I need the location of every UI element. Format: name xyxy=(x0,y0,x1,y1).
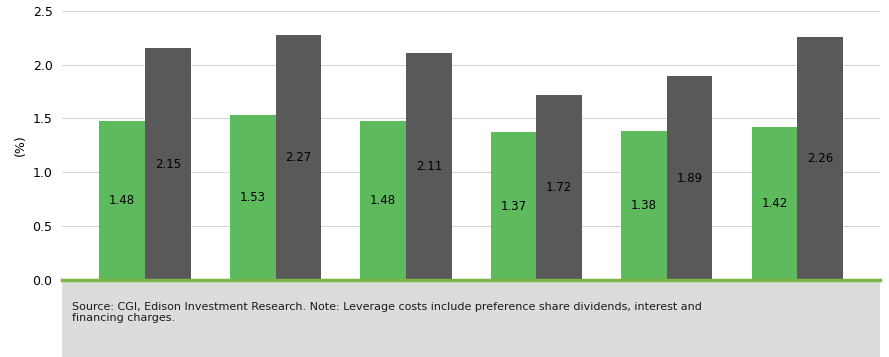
Bar xyxy=(536,95,582,280)
Bar xyxy=(667,76,712,280)
Bar xyxy=(100,121,145,280)
Bar xyxy=(406,53,452,280)
Bar xyxy=(621,131,667,280)
Text: 1.72: 1.72 xyxy=(546,181,573,194)
Text: 1.89: 1.89 xyxy=(677,172,702,185)
Text: 1.48: 1.48 xyxy=(370,194,396,207)
Bar xyxy=(145,49,191,280)
Y-axis label: (%): (%) xyxy=(14,135,27,156)
Bar xyxy=(276,35,321,280)
Bar xyxy=(797,36,843,280)
Text: 1.37: 1.37 xyxy=(501,200,526,213)
Text: 2.11: 2.11 xyxy=(416,160,442,173)
Text: 2.26: 2.26 xyxy=(807,152,833,165)
Text: 1.42: 1.42 xyxy=(761,197,788,210)
Text: 2.27: 2.27 xyxy=(285,151,311,164)
Text: 1.48: 1.48 xyxy=(109,194,135,207)
Text: 1.38: 1.38 xyxy=(631,199,657,212)
Bar xyxy=(491,132,536,280)
Text: 1.53: 1.53 xyxy=(240,191,266,204)
Bar xyxy=(230,115,276,280)
Bar xyxy=(360,121,406,280)
Legend: MER excl. leverage costs, MER incl. leverage costs: MER excl. leverage costs, MER incl. leve… xyxy=(292,354,651,357)
Bar xyxy=(751,127,797,280)
Text: Source: CGI, Edison Investment Research. Note: Leverage costs include preference: Source: CGI, Edison Investment Research.… xyxy=(72,302,702,323)
Text: 2.15: 2.15 xyxy=(155,158,181,171)
